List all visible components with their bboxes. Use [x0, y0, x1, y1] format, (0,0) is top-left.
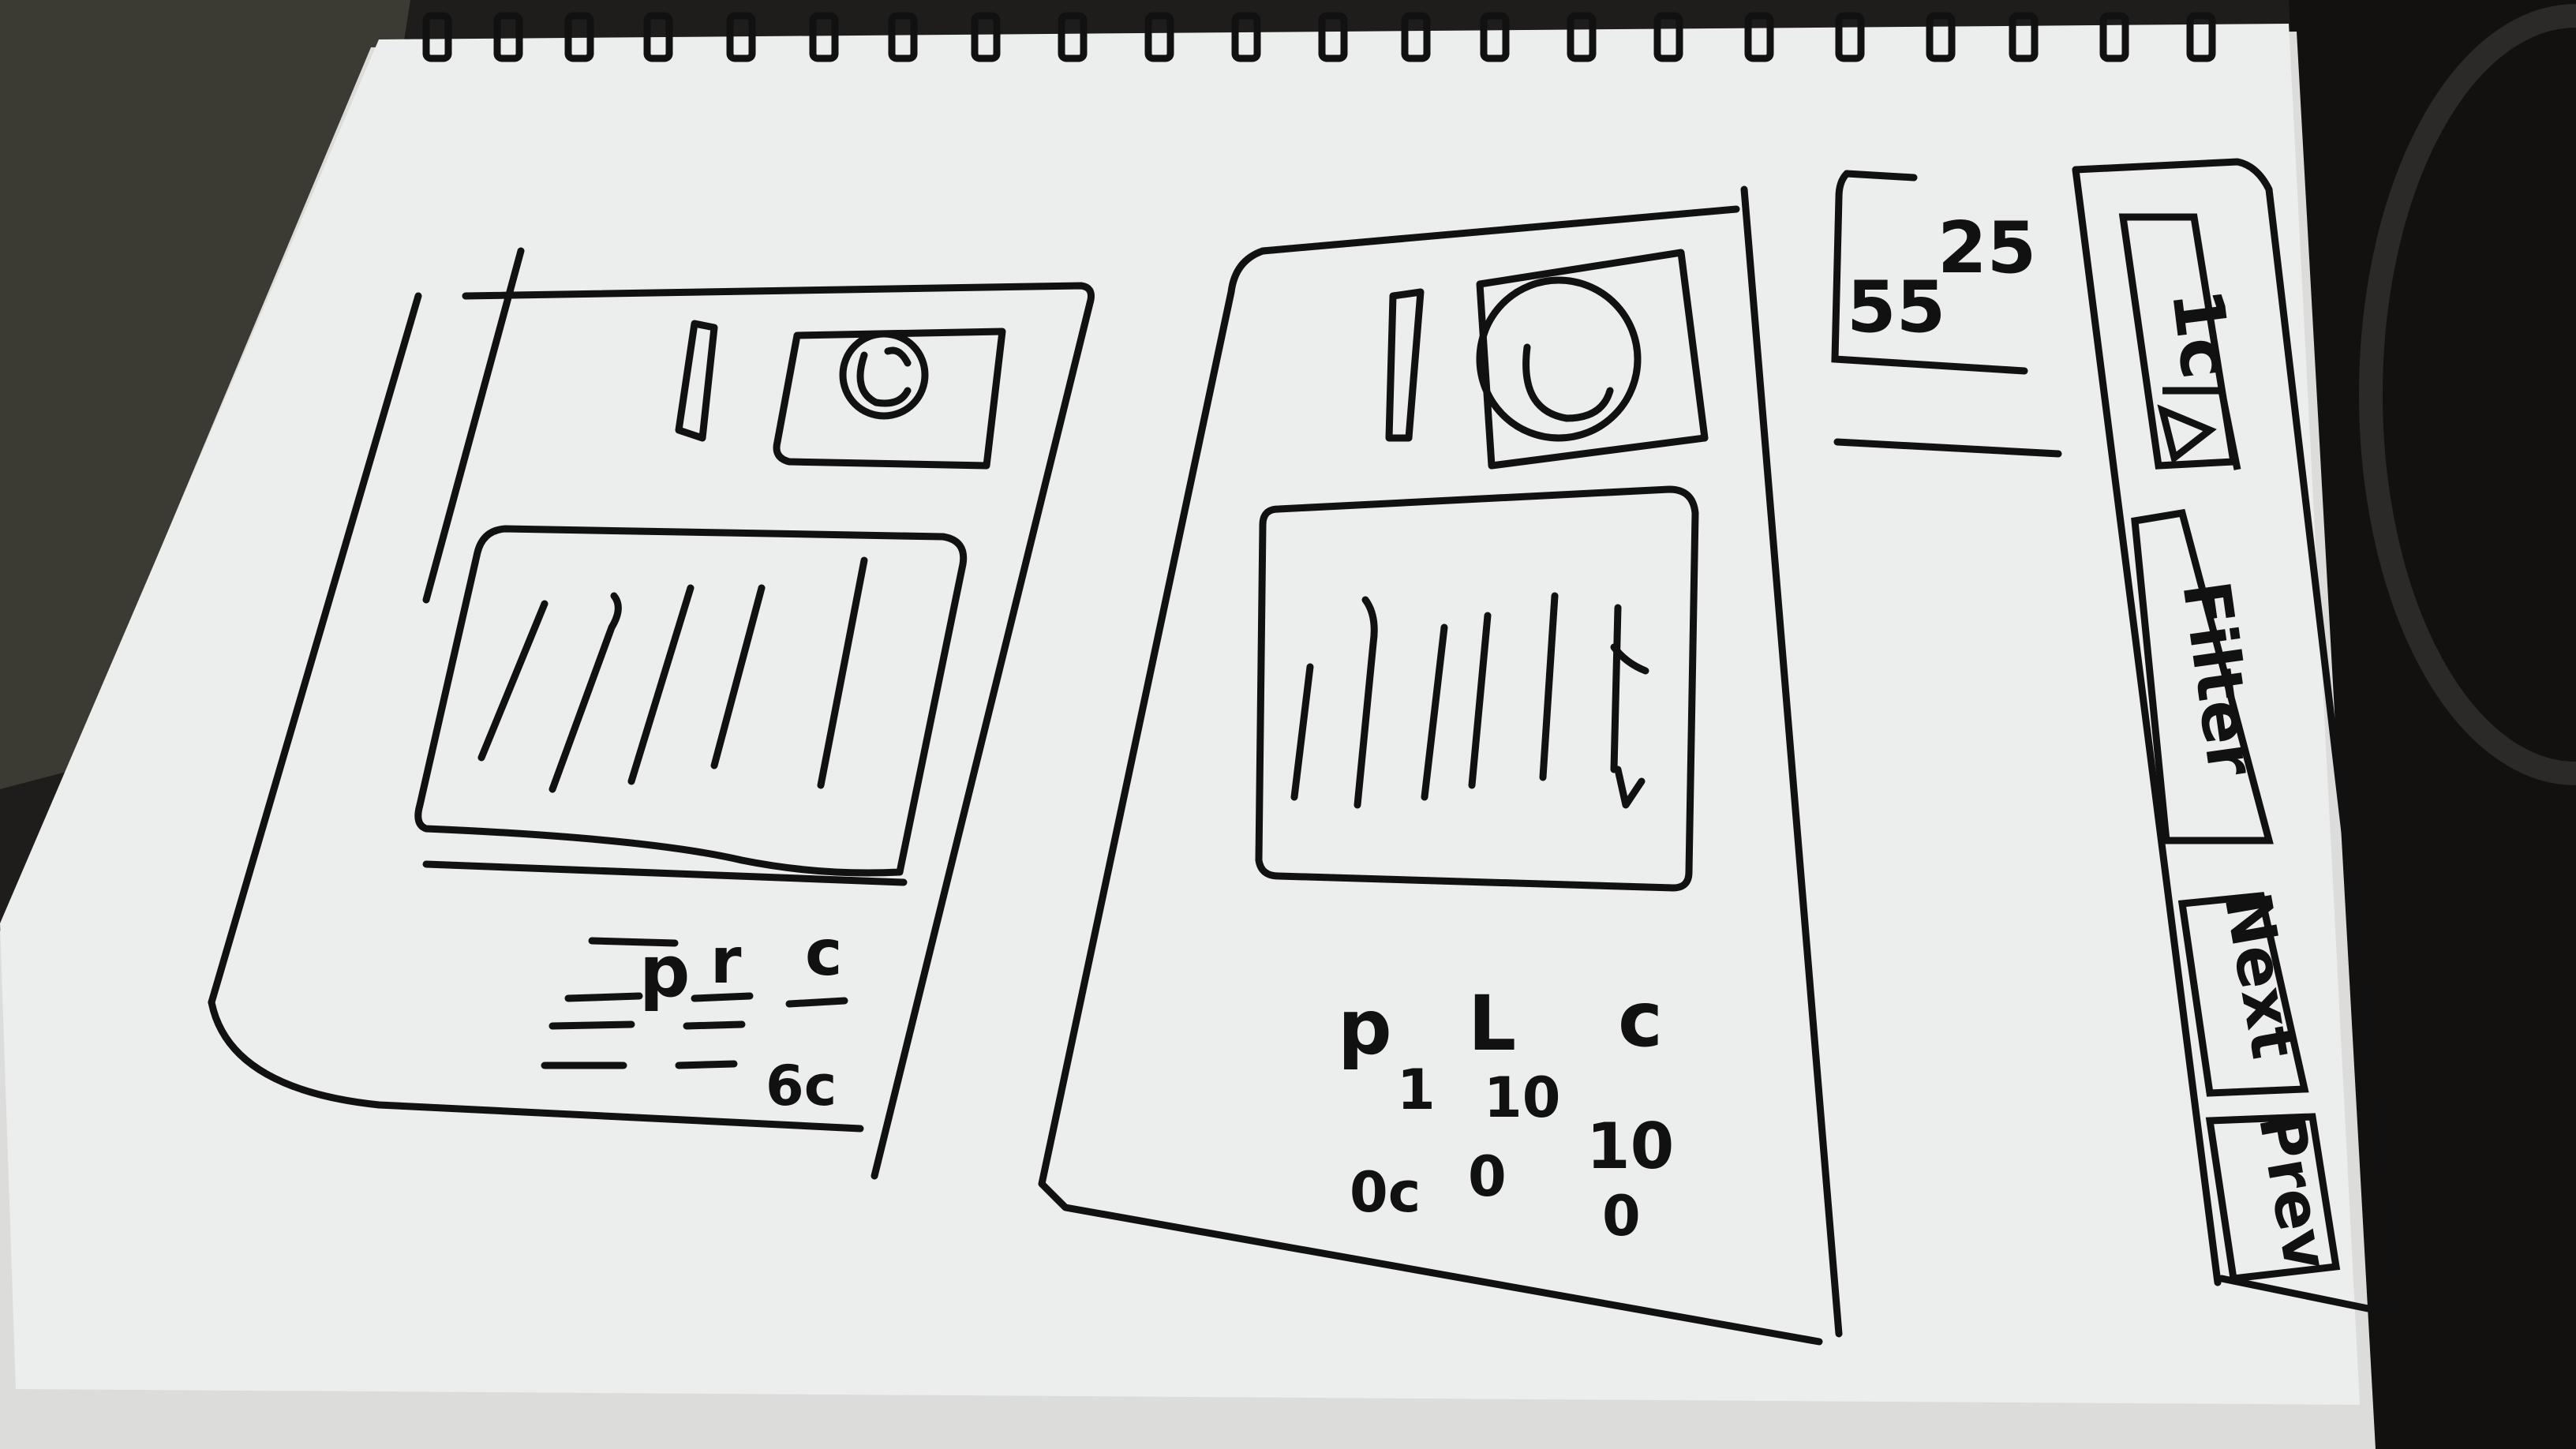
- legend-value: 6c: [766, 1054, 837, 1118]
- paper-page: [0, 24, 2360, 1405]
- legend-left: p r c 6c: [639, 916, 842, 1118]
- toolbar-strip: [2072, 158, 2403, 1314]
- number-panel: [1831, 170, 2062, 458]
- avatar-face-icon-middle: [1476, 276, 1642, 442]
- toolbar-label-1c: 1c: [2156, 284, 2248, 383]
- cable-loop: [2359, 4, 2576, 785]
- wireframe-frame-middle: [1038, 185, 1843, 1346]
- legend-row3-1: 0c: [1350, 1160, 1421, 1225]
- content-box-middle: [1255, 485, 1699, 892]
- legend-label-p: p: [639, 930, 690, 1013]
- legend-label-L-middle: L: [1468, 979, 1516, 1068]
- legend-label-r: r: [710, 924, 742, 998]
- legend-value-2: 10: [1484, 1065, 1560, 1130]
- legend-row3-2: 0: [1468, 1144, 1507, 1209]
- avatar-face-icon: [839, 330, 929, 420]
- wireframe-frame-left: [208, 247, 1095, 1180]
- avatar-box-middle: [1476, 249, 1709, 470]
- phone-icon-middle: [1385, 288, 1425, 442]
- toolbar-button-filter[interactable]: [2131, 508, 2274, 844]
- legend-value-1: 1: [1397, 1058, 1436, 1122]
- panel-number-top: 25: [1938, 207, 2036, 290]
- legend-label-c: c: [805, 916, 842, 990]
- content-box: [414, 525, 968, 877]
- panel-number-bottom: 55: [1847, 266, 1945, 349]
- legend-row3-3: 0: [1602, 1184, 1641, 1249]
- legend-value-3: 10: [1586, 1110, 1674, 1183]
- toolbar-button-next[interactable]: [2177, 892, 2309, 1097]
- triangle-icon[interactable]: [2157, 404, 2217, 464]
- divider-line: [422, 860, 908, 886]
- legend-label-c-middle: c: [1618, 975, 1663, 1064]
- toolbar-button-prev[interactable]: [2205, 1113, 2341, 1282]
- legend-middle: p L c 1 10 10 0c 0 0: [1338, 975, 1674, 1249]
- legend-label-p-middle: p: [1338, 983, 1392, 1072]
- spiral-binding: [422, 12, 2216, 62]
- phone-icon: [675, 320, 718, 442]
- avatar-box: [773, 328, 1006, 470]
- panel-divider: [1833, 438, 2062, 458]
- toolbar-button-play[interactable]: [2157, 387, 2241, 470]
